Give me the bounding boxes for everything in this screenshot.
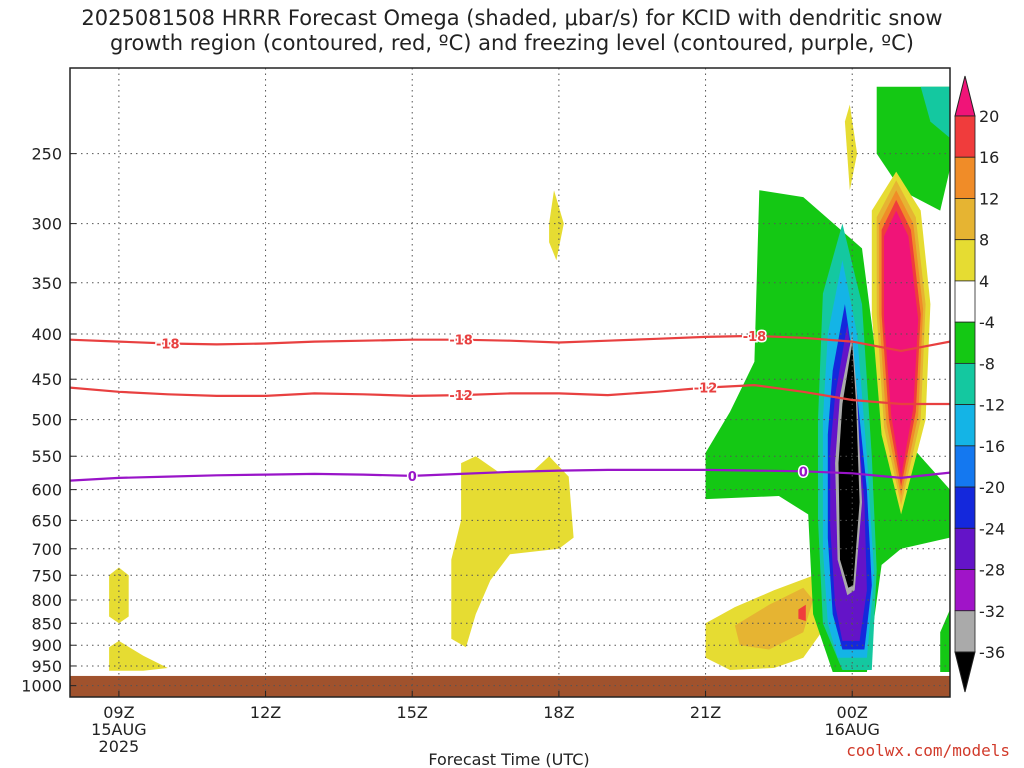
y-tick-label-850: 850 xyxy=(31,614,62,633)
y-tick-label-950: 950 xyxy=(31,657,62,676)
colorbar-label--4: -4 xyxy=(979,313,995,332)
chart-title: 2025081508 HRRR Forecast Omega (shaded, … xyxy=(0,6,1024,56)
colorbar-label--36: -36 xyxy=(979,643,1005,662)
colorbar-label--28: -28 xyxy=(979,561,1005,580)
contour--18 xyxy=(70,334,950,353)
omega-region-22-level-20 xyxy=(884,210,919,477)
contour-0 xyxy=(70,468,950,482)
colorbar-swatch-2 xyxy=(954,198,976,241)
y-tick-label-550: 550 xyxy=(31,447,62,466)
y-tick-label-350: 350 xyxy=(31,274,62,293)
omega-region-6-level-16 xyxy=(798,604,806,621)
colorbar-label--20: -20 xyxy=(979,478,1005,497)
colorbar-label--32: -32 xyxy=(979,602,1005,621)
x-tick-label-09Z-0: 09Z xyxy=(103,703,134,722)
colorbar-label--16: -16 xyxy=(979,437,1005,456)
grid-layer xyxy=(70,68,950,697)
contour-label--12-1: -12 xyxy=(694,382,718,397)
colorbar-label--8: -8 xyxy=(979,354,995,373)
colorbar-label-8: 8 xyxy=(979,231,989,250)
colorbar-swatch-8 xyxy=(954,445,976,488)
y-tick-label-650: 650 xyxy=(31,511,62,530)
credit-link[interactable]: coolwx.com/models xyxy=(846,741,1010,760)
contour-label--12-0: -12 xyxy=(449,389,473,404)
colorbar-label-12: 12 xyxy=(979,189,999,208)
title-line-1: 2025081508 HRRR Forecast Omega (shaded, … xyxy=(81,6,943,30)
colorbar-label--12: -12 xyxy=(979,396,1005,415)
omega-region-7-level-4 xyxy=(844,104,858,191)
colorbar-swatch-bottom xyxy=(954,651,976,693)
plot-frame xyxy=(69,67,951,698)
x-tick-label-12Z-0: 12Z xyxy=(250,703,281,722)
colorbar-swatch-12 xyxy=(954,610,976,653)
omega-region-1-level-4 xyxy=(109,640,168,671)
contour--12 xyxy=(70,383,950,406)
x-tick-label-00Z-0: 00Z xyxy=(837,703,868,722)
x-tick-label-09Z-1: 15AUG xyxy=(91,720,146,739)
x-tick-label-09Z-2: 2025 xyxy=(99,737,140,756)
omega-region-5-level-8 xyxy=(734,587,814,650)
y-tick-label-750: 750 xyxy=(31,566,62,585)
colorbar-swatch-3 xyxy=(954,239,976,282)
contour-label--18-1: -18 xyxy=(449,334,473,349)
colorbar-swatch-10 xyxy=(954,527,976,570)
colorbar: 20 16 12 8 4 -4 -8 -12 -16 -20 -24 -28 -32 -36 xyxy=(954,75,1005,693)
y-tick-label-500: 500 xyxy=(31,411,62,430)
omega-region-3-level-4 xyxy=(451,456,574,648)
x-axis-label: Forecast Time (UTC) xyxy=(428,750,589,768)
colorbar-swatch-6 xyxy=(954,362,976,406)
y-tick-label-800: 800 xyxy=(31,591,62,610)
colorbar-label-20: 20 xyxy=(979,107,999,126)
contour-label--18-0: -18 xyxy=(156,337,180,352)
contour-label-0-0: 0 xyxy=(408,470,417,485)
omega-region-17-level--36 xyxy=(838,343,860,588)
x-tick-label-15Z-0: 15Z xyxy=(397,703,428,722)
omega-region-2-level-4 xyxy=(549,190,564,261)
y-tick-label-900: 900 xyxy=(31,636,62,655)
colorbar-swatch-1 xyxy=(954,156,976,199)
omega-region-0-level-4 xyxy=(109,567,129,624)
axes-layer: 250 300 350 400 450 500 550 600 650 700 750 800 850 9… xyxy=(21,67,951,756)
title-line-2: growth region (contoured, red, ºC) and f… xyxy=(110,31,914,55)
y-tick-label-450: 450 xyxy=(31,370,62,389)
colorbar-swatch-5 xyxy=(954,321,976,364)
y-tick-label-600: 600 xyxy=(31,481,62,500)
x-tick-label-21Z-0: 21Z xyxy=(690,703,721,722)
omega-region-10-level--4 xyxy=(940,609,950,672)
colorbar-swatch-9 xyxy=(954,486,976,529)
x-tick-label-18Z-0: 18Z xyxy=(543,703,574,722)
colorbar-swatch-7 xyxy=(954,404,976,447)
ground-layer xyxy=(70,675,950,697)
ground-fill xyxy=(70,675,950,697)
x-tick-label-00Z-1: 16AUG xyxy=(825,720,880,739)
colorbar-swatch-0 xyxy=(954,115,976,158)
colorbar-label-16: 16 xyxy=(979,148,999,167)
colorbar-swatch-top xyxy=(954,75,976,117)
colorbar-label--24: -24 xyxy=(979,519,1005,538)
contour-layer: -18 -18 -18 -12 -12 0 0 xyxy=(70,328,950,486)
contour-label--18-2: -18 xyxy=(743,330,767,345)
y-tick-label-1000: 1000 xyxy=(21,677,62,696)
colorbar-label-4: 4 xyxy=(979,272,989,291)
y-tick-label-250: 250 xyxy=(31,145,62,164)
contour-label-0-1: 0 xyxy=(799,465,808,480)
omega-region-11-level--8 xyxy=(920,86,950,138)
y-tick-label-700: 700 xyxy=(31,540,62,559)
colorbar-swatch-11 xyxy=(954,569,976,612)
colorbar-swatch-4 xyxy=(954,280,976,323)
y-tick-label-300: 300 xyxy=(31,215,62,234)
y-tick-label-400: 400 xyxy=(31,325,62,344)
